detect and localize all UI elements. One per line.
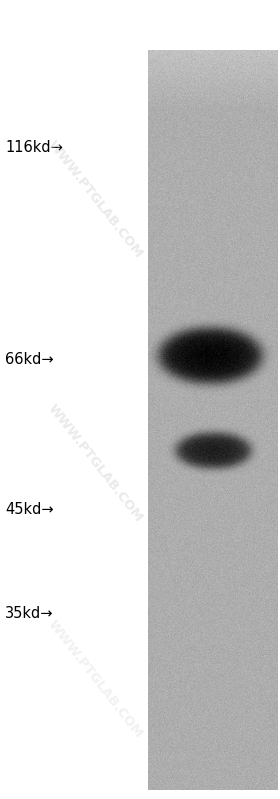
Text: WWW.PTGLAB.COM: WWW.PTGLAB.COM bbox=[45, 402, 145, 525]
Text: 116kd→: 116kd→ bbox=[5, 141, 63, 156]
Text: WWW.PTGLAB.COM: WWW.PTGLAB.COM bbox=[45, 138, 145, 261]
Text: 35kd→: 35kd→ bbox=[5, 606, 53, 622]
Text: WWW.PTGLAB.COM: WWW.PTGLAB.COM bbox=[45, 618, 145, 741]
Text: 66kd→: 66kd→ bbox=[5, 352, 54, 368]
Text: 45kd→: 45kd→ bbox=[5, 503, 54, 518]
